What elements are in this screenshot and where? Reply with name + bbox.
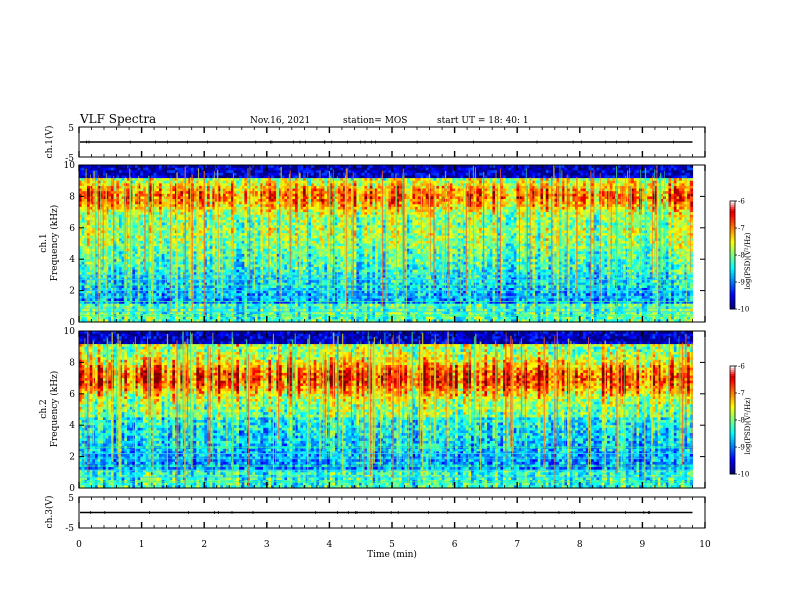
ch1-waveform-panel: 5 -5 ch.1(V) [44,124,705,164]
ch1-ytick-top: 5 [68,124,74,134]
start-time-label: start UT = 18: 40: 1 [437,116,529,126]
date-label: Nov.16, 2021 [250,116,310,126]
figure-title: VLF Spectra [79,112,156,126]
ch1-spectrogram-image [79,165,693,323]
ch1-waveform-trace [80,141,693,144]
station-label: station= MOS [343,116,407,126]
ch1-waveform-ylabel: ch.1(V) [44,126,55,159]
